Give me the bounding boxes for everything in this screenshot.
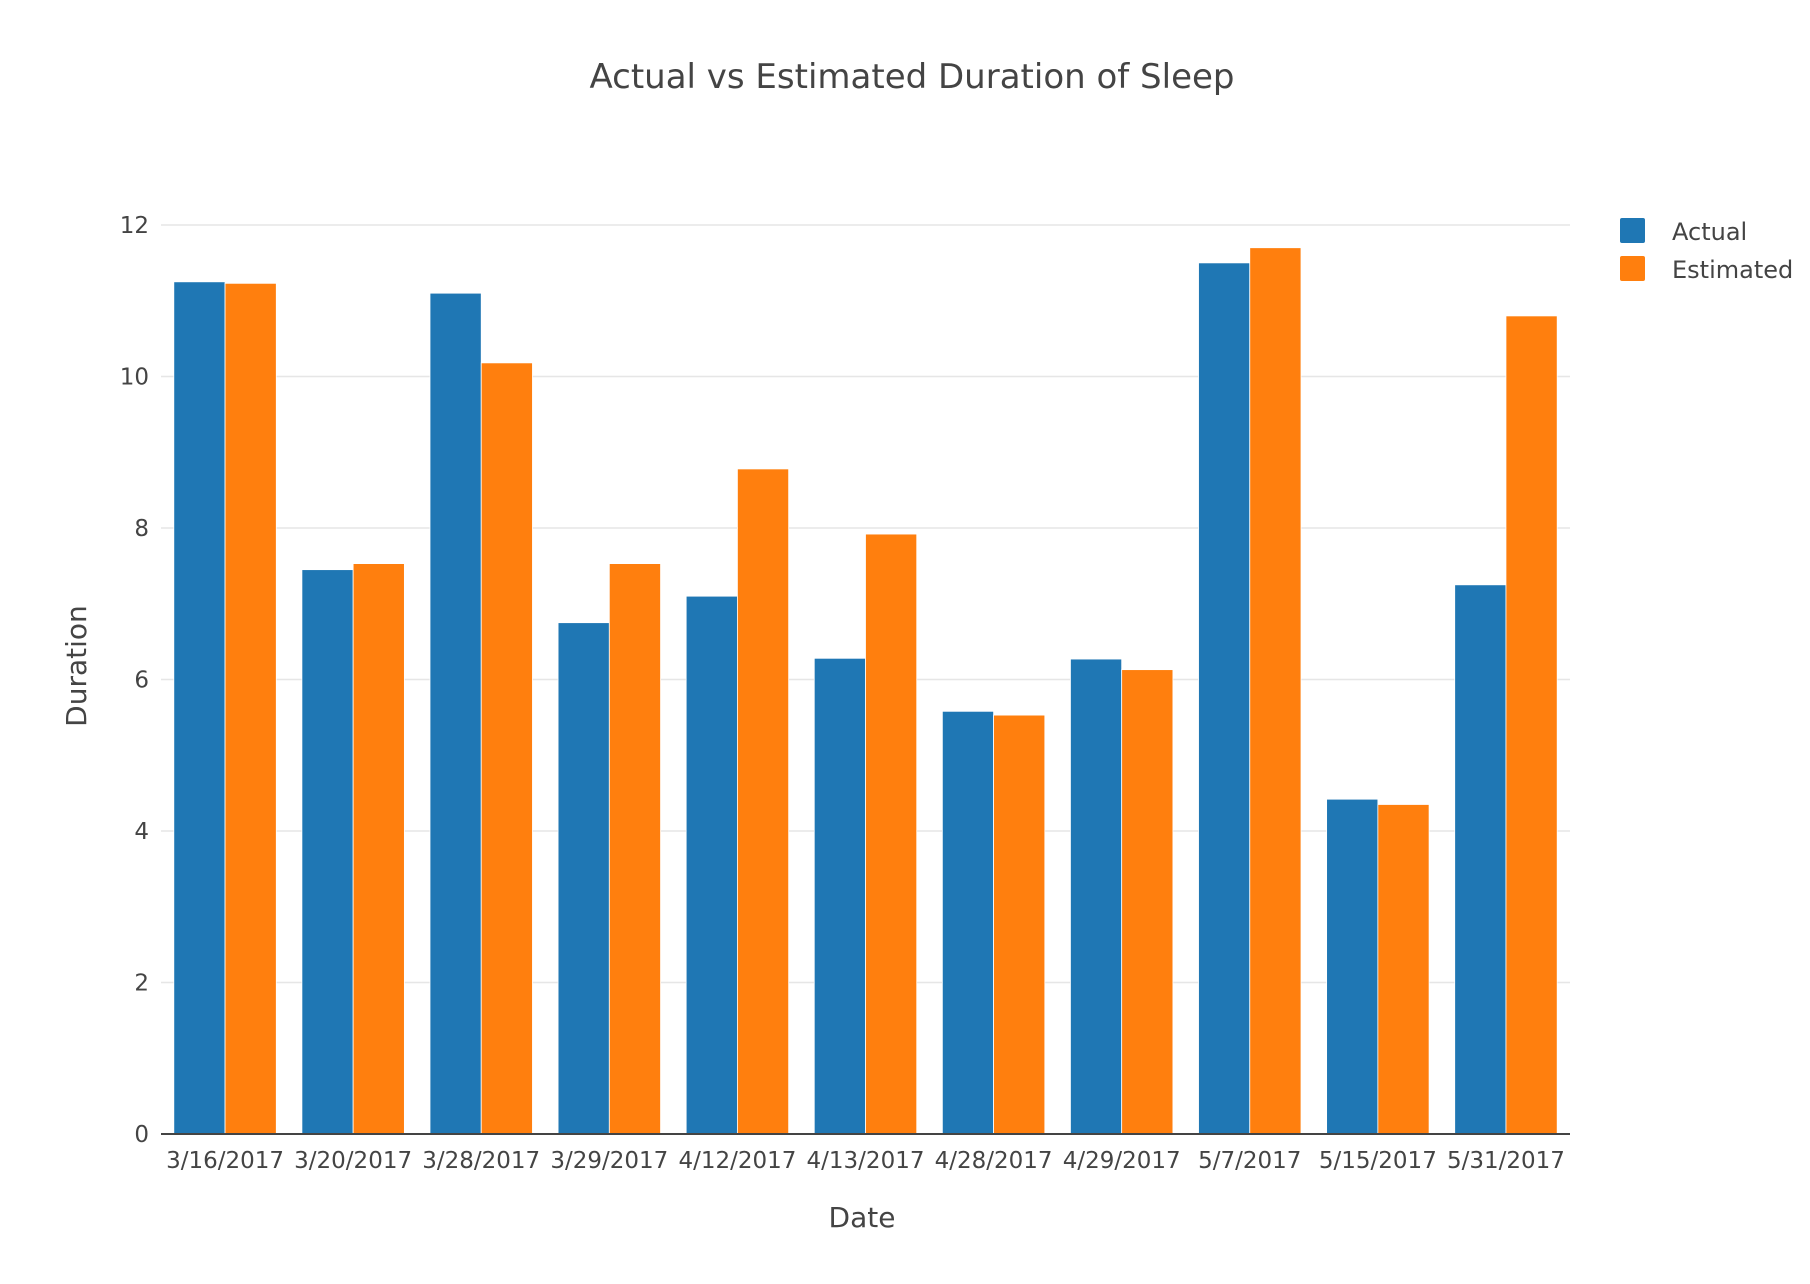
bar-estimated-2[interactable] [480,362,533,1135]
bar-estimated-6[interactable] [993,714,1046,1135]
bars [173,247,1558,1135]
chart-title: Actual vs Estimated Duration of Sleep [589,57,1234,97]
legend-label-estimated: Estimated [1672,256,1793,284]
legend-item-actual[interactable]: Actual [1620,218,1747,246]
bar-actual-5[interactable] [813,657,866,1135]
x-tick-label: 3/16/2017 [166,1148,284,1174]
x-tick-label: 5/15/2017 [1319,1148,1437,1174]
x-tick-label: 4/12/2017 [678,1148,796,1174]
legend-swatch-estimated [1620,256,1645,281]
x-tick-label: 3/29/2017 [550,1148,668,1174]
x-tick-label: 5/7/2017 [1198,1148,1301,1174]
y-tick-label: 6 [134,668,149,694]
bar-estimated-9[interactable] [1377,804,1430,1135]
x-tick-label: 4/28/2017 [935,1148,1053,1174]
y-tick-label: 12 [120,213,149,239]
bar-actual-9[interactable] [1326,798,1379,1135]
x-tick-label: 5/31/2017 [1447,1148,1565,1174]
bar-estimated-8[interactable] [1249,247,1302,1135]
bar-estimated-3[interactable] [608,563,661,1135]
bar-actual-3[interactable] [557,622,610,1135]
y-tick-label: 0 [134,1122,149,1148]
x-tick-label: 4/13/2017 [807,1148,925,1174]
y-tick-label: 2 [134,971,149,997]
bar-estimated-4[interactable] [737,468,790,1135]
legend-item-estimated[interactable]: Estimated [1620,256,1793,284]
x-tick-label: 3/28/2017 [422,1148,540,1174]
y-tick-label: 4 [134,819,149,845]
y-tick-label: 8 [134,516,149,542]
x-tick-labels: 3/16/2017 3/20/2017 3/28/2017 3/29/2017 4/12… [166,1148,1565,1174]
bar-estimated-7[interactable] [1121,669,1174,1135]
bar-estimated-1[interactable] [352,563,405,1135]
bar-estimated-0[interactable] [224,282,277,1135]
x-tick-label: 4/29/2017 [1063,1148,1181,1174]
legend-swatch-actual [1620,218,1645,243]
bar-actual-10[interactable] [1454,584,1507,1135]
bar-estimated-5[interactable] [865,533,918,1135]
y-axis-title: Duration [60,605,93,727]
bar-actual-6[interactable] [941,710,994,1135]
legend: Actual Estimated [1620,218,1793,284]
bar-actual-4[interactable] [685,595,738,1135]
x-axis-title: Date [829,1201,896,1234]
bar-actual-8[interactable] [1198,262,1251,1135]
y-tick-labels: 0 2 4 6 8 10 12 [120,213,149,1148]
bar-actual-7[interactable] [1070,658,1123,1135]
x-tick-label: 3/20/2017 [294,1148,412,1174]
bar-actual-1[interactable] [301,569,354,1135]
bar-actual-0[interactable] [173,281,226,1135]
y-tick-label: 10 [120,365,149,391]
legend-label-actual: Actual [1672,218,1747,246]
bar-actual-2[interactable] [429,292,482,1135]
bar-estimated-10[interactable] [1505,315,1558,1135]
